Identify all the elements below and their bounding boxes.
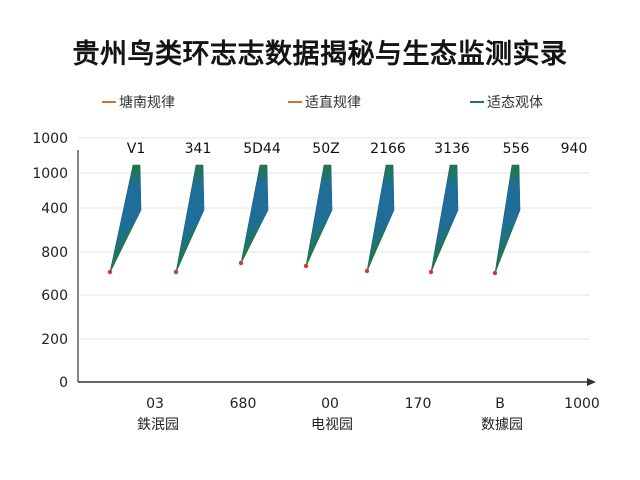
spike-marker <box>303 263 309 269</box>
legend-label: 适直规律 <box>305 95 361 111</box>
y-tick-label: 200 <box>41 332 68 348</box>
top-value-label: 2166 <box>370 141 406 157</box>
legend: 塘南规律 适直规律 适态观体 <box>0 92 640 114</box>
x-tick-label: 1000 <box>564 396 600 412</box>
spike-line <box>109 224 134 273</box>
chart-title: 贵州鸟类环志志数据揭秘与生态监测实录 <box>72 39 568 70</box>
legend-swatch <box>288 101 302 103</box>
top-value-label: 3136 <box>434 141 470 157</box>
x-tick-label: 170 <box>405 396 432 412</box>
x-group-label: 电视园 <box>311 417 353 433</box>
spike-marker <box>364 268 370 274</box>
spike-line <box>366 224 387 272</box>
spike-line <box>305 224 325 267</box>
spike-marker <box>107 269 113 275</box>
legend-item: 适直规律 <box>288 92 361 112</box>
top-value-label: 940 <box>561 141 588 157</box>
legend-label: 塘南规律 <box>119 95 175 111</box>
spike-area <box>109 164 142 273</box>
top-value-label: V1 <box>127 141 145 157</box>
spike-area <box>494 164 521 274</box>
top-value-label: 556 <box>503 141 530 157</box>
top-value-label: 341 <box>185 141 212 157</box>
spike-area <box>430 164 459 273</box>
x-tick-label: 680 <box>230 396 257 412</box>
legend-swatch <box>470 101 484 103</box>
x-tick-label: 03 <box>146 396 164 412</box>
spike-area <box>366 164 395 272</box>
spike-line <box>494 224 513 274</box>
y-tick-label: 600 <box>41 288 68 304</box>
y-tick-label: 1000 <box>32 131 68 147</box>
spike-line <box>430 224 451 273</box>
x-group-label: 鉄泯园 <box>137 417 179 433</box>
x-axis-arrow <box>587 378 596 386</box>
y-tick-label: 0 <box>59 375 68 391</box>
x-tick-label: 00 <box>321 396 339 412</box>
y-tick-label: 1000 <box>32 166 68 182</box>
spike-area <box>305 164 333 267</box>
spike-area <box>240 164 269 264</box>
y-tick-label: 400 <box>41 201 68 217</box>
spike-marker <box>238 260 244 266</box>
spike-line <box>240 224 261 264</box>
legend-item: 适态观体 <box>470 92 543 112</box>
spike-marker <box>428 269 434 275</box>
x-tick-label: B <box>495 396 505 412</box>
spike-marker <box>173 269 179 275</box>
spike-line <box>175 224 197 273</box>
legend-label: 适态观体 <box>487 95 543 111</box>
spike-marker <box>492 270 498 276</box>
top-value-label: 5D44 <box>243 141 281 157</box>
spike-area <box>175 164 205 273</box>
legend-item: 塘南规律 <box>102 92 175 112</box>
top-value-label: 50Z <box>312 141 339 157</box>
y-tick-label: 800 <box>41 245 68 261</box>
x-group-label: 数據园 <box>481 417 523 433</box>
legend-swatch <box>102 101 116 103</box>
